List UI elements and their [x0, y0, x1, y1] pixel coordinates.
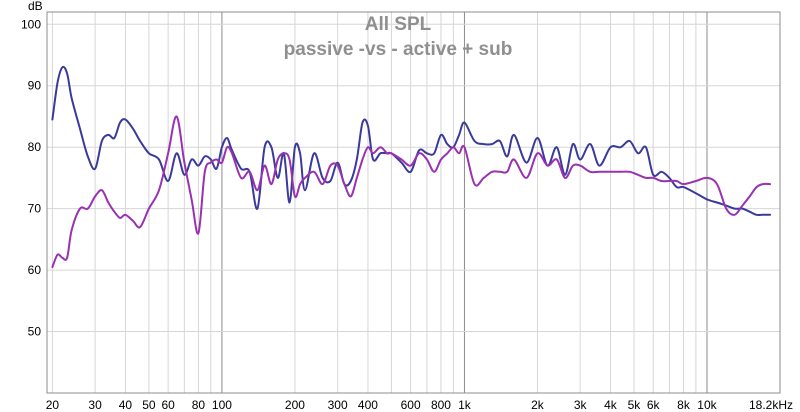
y-tick-label: 100	[21, 17, 41, 31]
x-tick-label: 20	[46, 398, 60, 412]
y-tick-label: 70	[28, 202, 42, 216]
x-tick-label: 6k	[647, 398, 661, 412]
y-tick-label: 80	[28, 140, 42, 154]
x-tick-label: 2k	[531, 398, 545, 412]
x-tick-label: 80	[192, 398, 206, 412]
x-tick-label: 40	[119, 398, 133, 412]
x-tick-label: 3k	[574, 398, 588, 412]
x-tick-labels: 20 30 40 50 60 80 100 200 300 400 600 800 1k 2k 3k 4k 5k…	[46, 398, 793, 412]
x-tick-label: 18.2kHz	[749, 398, 793, 412]
y-tick-label: 50	[28, 325, 42, 339]
x-tick-label: 100	[212, 398, 232, 412]
series-line-blue	[51, 65, 772, 217]
x-tick-label: 60	[161, 398, 175, 412]
x-tick-label: 200	[285, 398, 305, 412]
x-tick-label: 4k	[604, 398, 618, 412]
x-tick-label: 600	[401, 398, 421, 412]
chart-title: All SPL	[365, 14, 432, 35]
x-tick-label: 300	[328, 398, 348, 412]
grid	[47, 12, 781, 393]
x-tick-label: 5k	[628, 398, 642, 412]
x-tick-label: 400	[358, 398, 378, 412]
chart-subtitle: passive -vs - active + sub	[284, 39, 513, 60]
x-tick-label: 10k	[697, 398, 717, 412]
plot-frame	[46, 11, 781, 394]
y-tick-label: 90	[28, 79, 42, 93]
x-tick-label: 30	[88, 398, 102, 412]
x-tick-label: 50	[142, 398, 156, 412]
series-group	[51, 65, 772, 268]
y-tick-labels: 100 90 80 70 60 50	[21, 17, 41, 338]
x-tick-label: 800	[431, 398, 451, 412]
y-axis-label: dB	[28, 0, 43, 13]
series-line-purple	[51, 115, 772, 268]
y-tick-label: 60	[28, 263, 42, 277]
x-tick-label: 1k	[458, 398, 472, 412]
x-tick-label: 8k	[677, 398, 691, 412]
